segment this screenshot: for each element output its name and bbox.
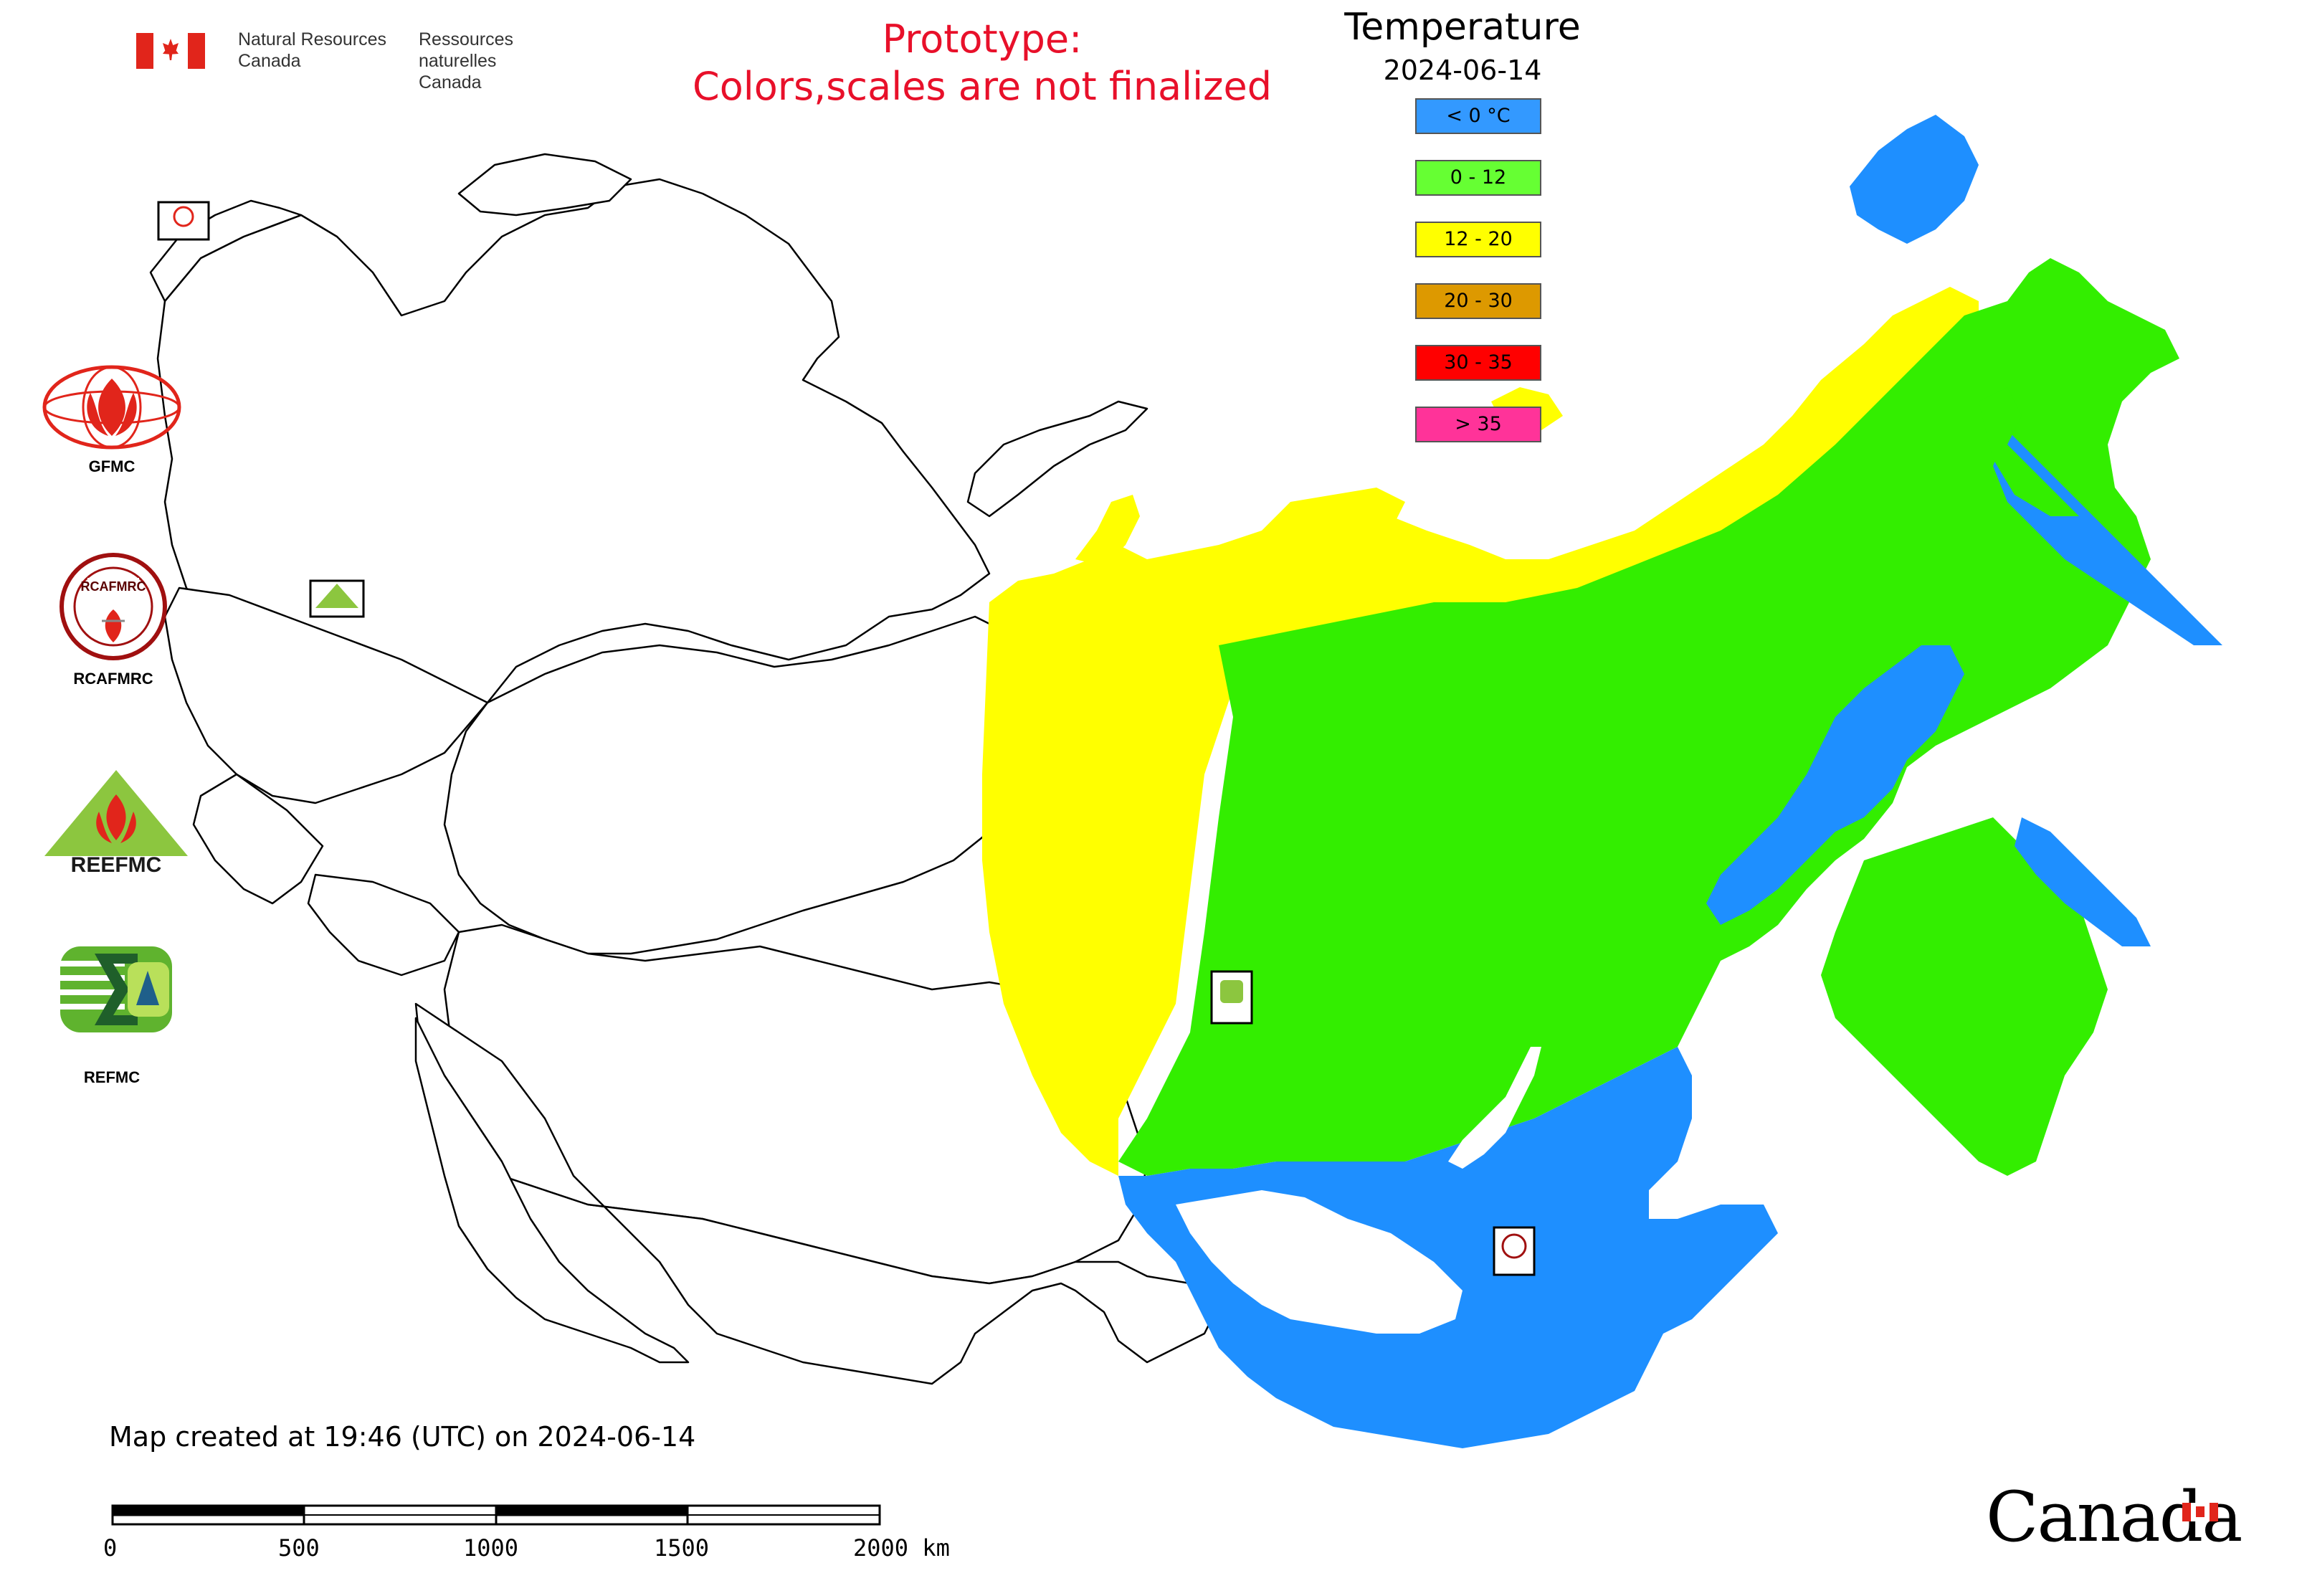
zone-warm-taimyr	[1262, 488, 1405, 545]
marker-reefmc-emblem	[315, 584, 358, 608]
temperature-region	[982, 115, 2222, 1448]
zone-warm-yamal	[1075, 495, 1140, 566]
zone-nodata-south	[1176, 1190, 1462, 1334]
legend-item-12-20: 12 - 20	[1415, 222, 1541, 257]
gfmc-logo	[40, 364, 184, 457]
rcafmrc-label: RCAFMRC	[73, 670, 153, 688]
zone-cold-kamchatka	[1993, 430, 2222, 645]
prototype-notice: Prototype: Colors,scales are not finaliz…	[624, 16, 1341, 110]
outline-caucasus	[307, 873, 460, 977]
marker-gfmc-emblem	[173, 206, 194, 227]
legend-date: 2024-06-14	[1383, 54, 1542, 86]
marker-gfmc-box	[157, 201, 210, 241]
reefmc-logo-text: REEFMC	[71, 853, 162, 873]
country-outlines-west	[149, 153, 1220, 1385]
outline-turkmenistan	[414, 1017, 690, 1364]
reefmc-logo: REEFMC	[37, 766, 195, 877]
zone-cold-sakhalin	[2015, 817, 2151, 946]
nrcan-signature: Natural Resources Canada Ressources natu…	[136, 29, 595, 92]
scale-label-2000-km: 2000 km	[853, 1534, 950, 1562]
legend-item-below-0: < 0 °C	[1415, 98, 1541, 134]
scale-label-500: 500	[278, 1534, 320, 1562]
refmc-label: REFMC	[83, 1068, 141, 1086]
prototype-notice-line1: Prototype:	[882, 16, 1083, 62]
zone-warm-west	[982, 287, 1979, 1176]
zone-mild-east	[1821, 817, 2108, 1176]
outline-black-sea-region	[192, 773, 324, 905]
scale-bar	[111, 1504, 881, 1526]
zone-cold-south	[1118, 1047, 1778, 1448]
outline-novaya-zemlya	[966, 400, 1148, 518]
dept-name-fr: Ressources naturelles Canada	[419, 29, 513, 92]
legend-item-30-35: 30 - 35	[1415, 345, 1541, 381]
wordmark-flag-icon	[2182, 1503, 2218, 1521]
dept-name-en: Natural Resources Canada	[238, 29, 387, 71]
canada-flag-icon	[136, 33, 205, 69]
outline-ukraine	[163, 586, 489, 804]
scale-label-0: 0	[103, 1534, 118, 1562]
refmc-logo	[59, 945, 173, 1034]
legend-item-above-35: > 35	[1415, 407, 1541, 442]
map-created-timestamp: Map created at 19:46 (UTC) on 2024-06-14	[109, 1421, 696, 1453]
zone-cold-northeast	[1706, 645, 1964, 925]
scale-label-1500: 1500	[654, 1534, 710, 1562]
marker-rcafmrc-emblem	[1501, 1233, 1527, 1259]
prototype-notice-line2: Colors,scales are not finalized	[693, 64, 1272, 109]
gfmc-label: GFMC	[88, 457, 135, 475]
legend-item-0-12: 0 - 12	[1415, 160, 1541, 196]
lake-baikal	[1448, 1047, 1541, 1169]
legend-item-20-30: 20 - 30	[1415, 283, 1541, 319]
outline-russia-west	[443, 615, 1034, 955]
rcafmrc-ring-text: RCAFMRC	[81, 579, 146, 594]
scale-label-1000: 1000	[463, 1534, 519, 1562]
map-markers	[157, 201, 1536, 1276]
legend-title: Temperature	[1344, 6, 1581, 49]
marker-refmc-emblem	[1220, 980, 1243, 1003]
zone-mild-central	[1118, 258, 2179, 1176]
zone-mild-kamchatka	[1979, 387, 2079, 516]
rcafmrc-logo: RCAFMRC	[59, 552, 168, 661]
outline-kola	[457, 153, 632, 217]
outline-scandinavia	[149, 199, 303, 303]
zone-cold-chukotka	[1850, 115, 1979, 244]
outline-central-asia	[414, 1002, 1220, 1385]
